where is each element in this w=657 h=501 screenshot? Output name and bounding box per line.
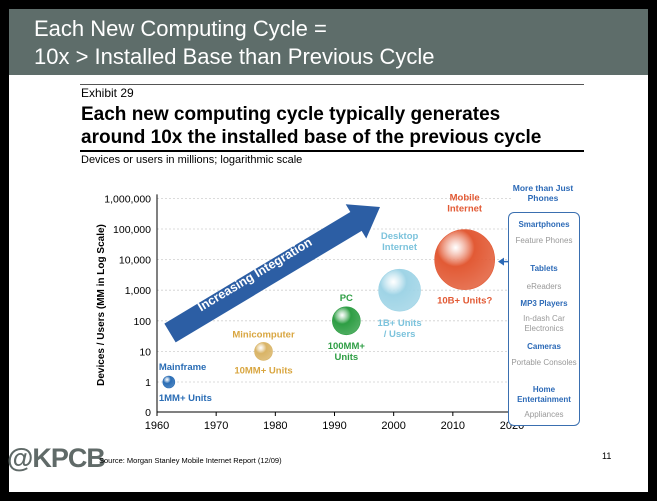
x-tick-label: 2010 (441, 420, 465, 432)
data-point-mobile-internet (434, 229, 495, 290)
kpcb-logo: @KPCB (7, 443, 106, 473)
point-name-label: PC (340, 293, 353, 304)
point-name-label: Internet (447, 204, 483, 215)
sidebar-heading: More than Just Phones (512, 183, 574, 203)
y-tick-label: 0 (145, 407, 151, 419)
exhibit-top-rule (80, 84, 584, 85)
point-name-label: Minicomputer (232, 329, 295, 340)
data-point-desktop-internet (378, 268, 421, 312)
chart-title: Each new computing cycle typically gener… (81, 103, 541, 149)
y-tick-label: 1,000,000 (104, 193, 151, 205)
page-number: 11 (602, 451, 612, 461)
y-tick-label: 1 (145, 377, 151, 389)
chart-subtitle: Devices or users in millions; logarithmi… (81, 154, 303, 166)
exhibit-label: Exhibit 29 (81, 86, 134, 100)
point-value-label: 100MM+ (328, 341, 366, 352)
point-value-label: Units (334, 352, 358, 363)
data-point-pc (332, 306, 361, 336)
header-title-line-1: Each New Computing Cycle = (34, 16, 327, 41)
device-list-box (508, 212, 580, 426)
x-tick-label: 1960 (145, 420, 169, 432)
title-underline (80, 150, 584, 152)
slide-header: Each New Computing Cycle = 10x > Install… (9, 9, 648, 75)
point-name-label: Desktop (381, 231, 419, 242)
y-tick-label: 10,000 (119, 255, 151, 267)
sidebar-pointer-head (498, 257, 504, 266)
sidebar-item: Tablets (530, 264, 558, 273)
x-tick-label: 2000 (381, 420, 405, 432)
header-title-line-2: 10x > Installed Base than Previous Cycle (34, 44, 435, 69)
y-tick-label: 100 (133, 316, 151, 328)
point-value-label: / Users (384, 329, 416, 340)
sidebar-item: MP3 Players (520, 299, 568, 308)
point-name-label: Mobile (450, 193, 480, 204)
y-tick-label: 1,000 (125, 285, 151, 297)
sidebar-item: Smartphones (518, 220, 570, 229)
chart-title-line-2: around 10x the installed base of the pre… (81, 127, 542, 148)
y-tick-label: 10 (139, 346, 151, 358)
y-axis-label: Devices / Users (MM in Log Scale) (96, 224, 107, 386)
point-value-label: 1MM+ Units (159, 393, 212, 404)
point-name-label: Internet (382, 242, 418, 253)
sidebar-item: Home Entertainment (517, 385, 571, 404)
point-value-label: 10B+ Units? (437, 296, 492, 307)
x-tick-label: 1990 (322, 420, 346, 432)
sidebar-item: Appliances (524, 410, 564, 419)
sidebar-item: In-dash Car Electronics (523, 314, 565, 333)
point-name-label: Mainframe (159, 362, 207, 373)
sidebar-item: eReaders (526, 282, 562, 291)
data-point-minicomputer (254, 342, 273, 361)
sidebar-item: Portable Consoles (511, 358, 577, 367)
point-value-label: 1B+ Units (378, 318, 422, 329)
chart-title-line-1: Each new computing cycle typically gener… (81, 104, 501, 125)
point-value-label: 10MM+ Units (234, 365, 292, 376)
sidebar-item: Cameras (527, 342, 561, 351)
arrow-label: Increasing Integration (195, 235, 314, 314)
source-note: Source: Morgan Stanley Mobile Internet R… (99, 456, 282, 465)
sidebar-item: Feature Phones (515, 236, 573, 245)
y-tick-label: 100,000 (113, 224, 151, 236)
data-point-mainframe (162, 375, 176, 389)
x-tick-label: 1970 (204, 420, 228, 432)
x-tick-label: 1980 (263, 420, 287, 432)
integration-arrow (164, 204, 380, 343)
